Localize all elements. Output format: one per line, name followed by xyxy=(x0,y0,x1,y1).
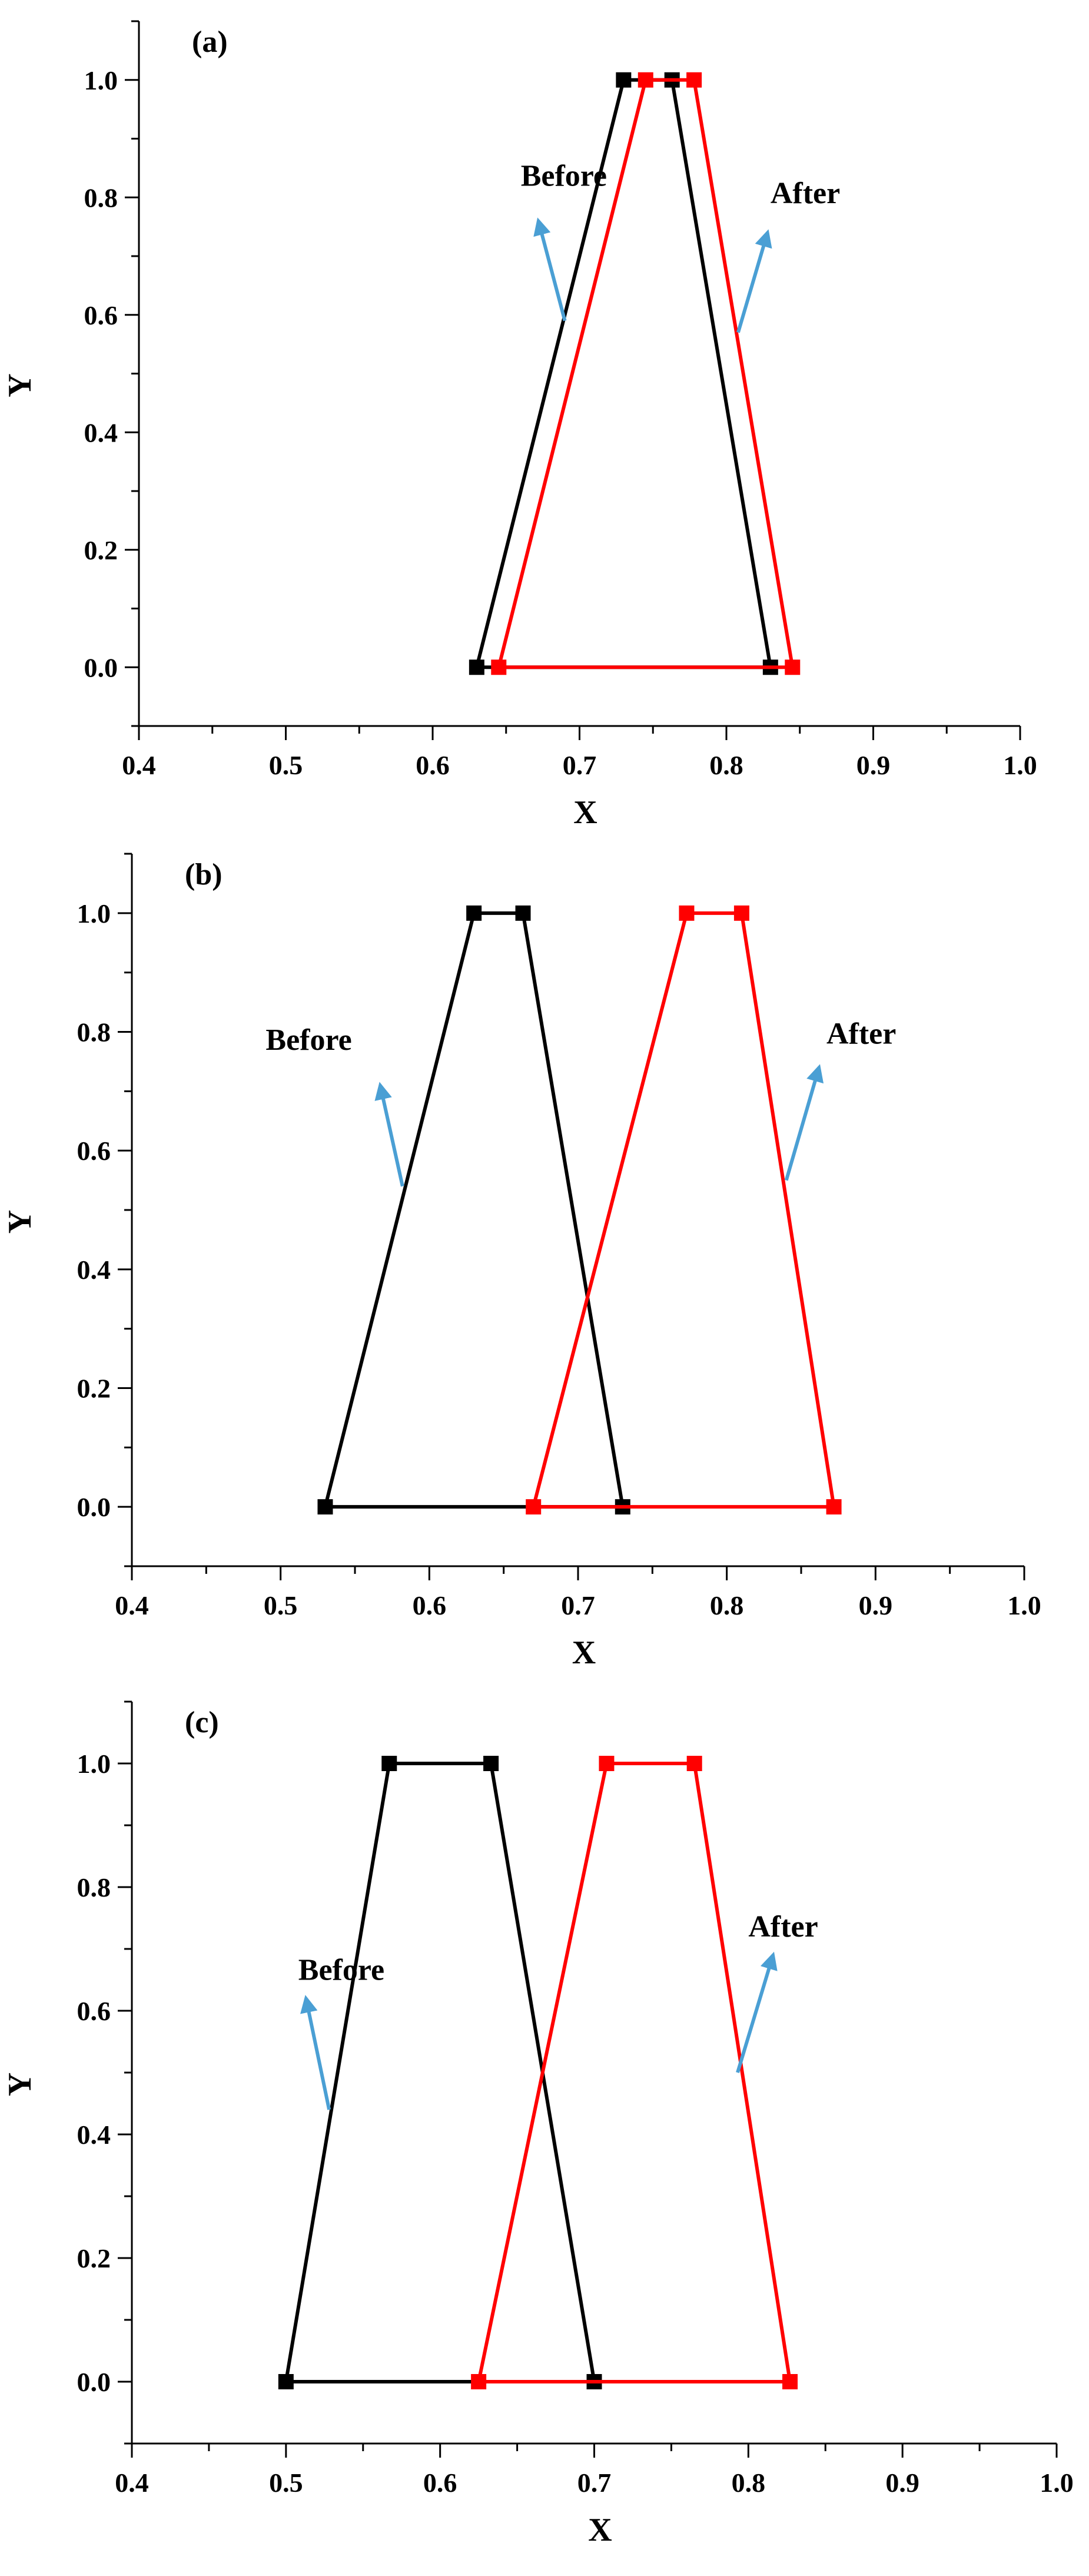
series-line-after xyxy=(477,1762,792,2383)
annotation-arrow xyxy=(533,217,567,321)
x-tick-label: 0.4 xyxy=(122,750,156,780)
x-tick-label: 0.7 xyxy=(563,750,597,780)
data-point-after xyxy=(599,1756,615,1771)
y-tick-label: 0.4 xyxy=(77,2120,111,2150)
annotation-arrow xyxy=(736,1951,778,2073)
x-tick-label: 0.9 xyxy=(856,750,891,780)
x-tick-label: 0.8 xyxy=(710,1590,744,1620)
y-tick-label: 0.2 xyxy=(84,535,118,565)
annotation-arrow xyxy=(784,1064,824,1181)
data-point-after xyxy=(638,72,653,88)
data-point-after xyxy=(526,1499,542,1515)
data-point-after xyxy=(471,2374,487,2389)
x-tick-label: 0.9 xyxy=(859,1590,893,1620)
annotation-label-before: Before xyxy=(298,1954,384,1987)
data-point-before xyxy=(515,905,531,921)
x-tick-label: 0.5 xyxy=(264,1590,298,1620)
x-tick-label: 0.7 xyxy=(561,1590,595,1620)
y-tick-label: 0.4 xyxy=(84,417,118,447)
y-axis-title: Y xyxy=(2,2073,38,2096)
annotation-label-after: After xyxy=(748,1910,818,1944)
panel-label: (a) xyxy=(192,25,228,59)
data-point-before xyxy=(381,1756,397,1771)
x-tick-label: 0.5 xyxy=(269,2468,303,2498)
x-tick-label: 0.4 xyxy=(115,2468,149,2498)
y-tick-label: 0.8 xyxy=(84,183,118,213)
y-tick-label: 0.0 xyxy=(77,2367,111,2397)
data-point-after xyxy=(826,1499,842,1515)
y-axis-title: Y xyxy=(2,373,38,397)
y-tick-label: 0.8 xyxy=(77,1872,111,1902)
data-point-after xyxy=(785,659,801,675)
data-point-after xyxy=(733,905,749,921)
annotation-label-before: Before xyxy=(521,159,607,193)
panel-c: 0.4 0.5 0.6 0.7 0.8 0.9 1.0 0.0 0.2 0.4 0.6 0.8 1.0 X… xyxy=(2,1700,1074,2548)
data-point-before xyxy=(483,1756,499,1771)
x-axis-title: X xyxy=(573,794,597,831)
data-point-before xyxy=(469,659,484,675)
y-tick-label: 1.0 xyxy=(84,65,118,95)
panel-b: 0.4 0.5 0.6 0.7 0.8 0.9 1.0 0.0 0.2 0.4 0.6 0.8 1.0 X… xyxy=(2,853,1041,1671)
y-tick-label: 0.6 xyxy=(77,1996,111,2026)
x-tick-label: 0.8 xyxy=(732,2468,766,2498)
annotation-label-after: After xyxy=(826,1017,896,1051)
y-tick-label: 0.2 xyxy=(77,2243,111,2273)
x-axis-title: X xyxy=(588,2512,612,2548)
annotation-label-before: Before xyxy=(265,1023,351,1057)
series-line-before xyxy=(284,1762,597,2383)
x-tick-label: 0.7 xyxy=(577,2468,612,2498)
annotation-arrow xyxy=(300,1995,331,2110)
y-tick-label: 0.8 xyxy=(77,1017,111,1047)
y-tick-label: 0.6 xyxy=(77,1136,111,1166)
annotation-label-after: After xyxy=(771,177,840,210)
y-tick-label: 0.4 xyxy=(77,1255,111,1285)
x-tick-label: 1.0 xyxy=(1040,2468,1074,2498)
data-point-after xyxy=(686,1756,702,1771)
x-axis-title: X xyxy=(572,1635,596,1671)
data-point-before xyxy=(317,1499,333,1515)
data-point-after xyxy=(491,659,507,675)
y-axis-title: Y xyxy=(2,1210,38,1234)
x-tick-label: 0.9 xyxy=(885,2468,919,2498)
y-tick-label: 0.2 xyxy=(77,1374,111,1404)
x-tick-label: 0.5 xyxy=(269,750,303,780)
data-point-after xyxy=(679,905,695,921)
y-tick-label: 1.0 xyxy=(77,1749,111,1779)
y-tick-label: 1.0 xyxy=(77,899,111,929)
data-point-before xyxy=(278,2374,294,2389)
y-tick-label: 0.0 xyxy=(77,1492,111,1522)
y-tick-label: 0.6 xyxy=(84,300,118,330)
y-tick-label: 0.0 xyxy=(84,652,118,682)
data-point-after xyxy=(686,72,702,88)
panel-a: 0.4 0.5 0.6 0.7 0.8 0.9 1.0 0.0 0.2 0.4 0.6 0.8 1.0 X… xyxy=(2,20,1037,831)
x-tick-label: 0.4 xyxy=(115,1590,149,1620)
panel-label: (b) xyxy=(185,858,223,891)
panel-label: (c) xyxy=(185,1706,219,1739)
data-point-before xyxy=(466,905,482,921)
x-tick-label: 0.8 xyxy=(709,750,743,780)
x-tick-label: 0.6 xyxy=(413,1590,447,1620)
annotation-arrow xyxy=(736,229,772,333)
data-point-before xyxy=(616,72,632,88)
x-tick-label: 1.0 xyxy=(1007,1590,1041,1620)
x-tick-label: 0.6 xyxy=(416,750,450,780)
annotation-arrow xyxy=(374,1082,404,1187)
data-point-after xyxy=(782,2374,798,2389)
x-tick-label: 1.0 xyxy=(1003,750,1037,780)
series-line-after xyxy=(532,911,836,1509)
x-tick-label: 0.6 xyxy=(423,2468,457,2498)
series-line-before xyxy=(323,911,625,1509)
